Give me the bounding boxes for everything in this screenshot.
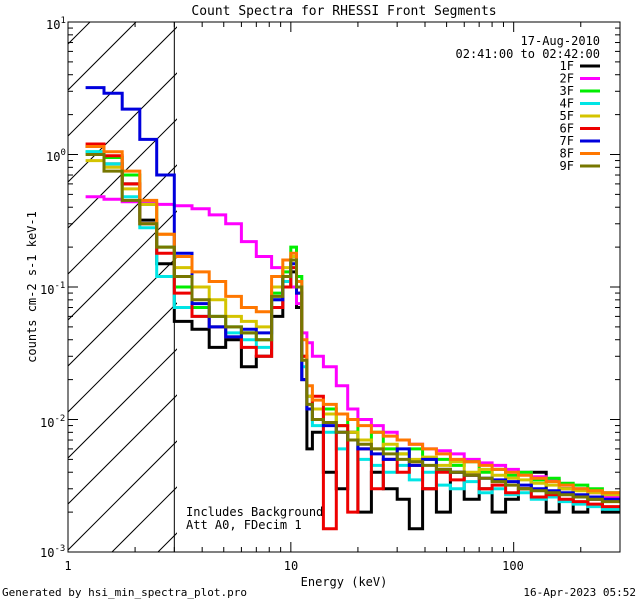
series-7F-line [85,86,620,501]
chart-title: Count Spectra for RHESSI Front Segments [191,4,496,19]
y-tick-exp-1e0: 0 [60,148,65,158]
generated-by-text: Generated by hsi_min_spectra_plot.pro [2,586,247,599]
hatch-line [68,72,177,183]
legend-label-3F: 3F [560,84,574,98]
y-tick-base-1e-3: 10 [40,546,54,560]
legend-label-4F: 4F [560,97,574,111]
y-tick-base-1e1: 10 [46,18,60,32]
legend-label-9F: 9F [560,159,574,173]
hatch-line [68,118,177,229]
hatch-line [68,22,91,45]
legend-label-2F: 2F [560,72,574,86]
legend-label-8F: 8F [560,147,574,161]
y-tick-label-10: 101 [46,16,66,32]
hatch-line [68,440,177,551]
x-tick-label-10: 10 [284,559,298,573]
date-label: 17-Aug-2010 [521,34,600,48]
hatched-region [0,0,177,552]
y-tick-label-0.1: 10-1 [40,281,65,297]
x-tick-label-100: 100 [502,559,524,573]
y-tick-label-0.01: 10-2 [40,414,65,430]
hatch-line [68,26,177,137]
hatch-line [68,256,177,367]
annotation-background: Includes Background [186,505,323,519]
x-axis-label: Energy (keV) [301,575,388,589]
hatch-line [68,164,177,275]
hatch-line [0,0,28,552]
series-5F-line [85,159,620,497]
y-tick-exp-1e1: 1 [60,16,65,26]
series-9F-line [85,153,620,504]
time-range-label: 02:41:00 to 02:42:00 [456,47,601,61]
legend-label-5F: 5F [560,109,574,123]
y-tick-exp-1e-3: -3 [54,544,65,554]
series-8F-line [85,145,620,495]
y-tick-exp-1e-2: -2 [54,414,65,424]
series-group [85,86,620,531]
legend-label-1F: 1F [560,59,574,73]
y-tick-label-0.001: 10-3 [40,544,65,560]
footer-timestamp: 16-Apr-2023 05:52 [523,586,636,599]
hatch-line [68,302,177,413]
axis-ticks [67,21,621,553]
y-tick-base-1e-1: 10 [40,283,54,297]
x-tick-label-1: 1 [64,559,71,573]
annotation-attenuator: Att A0, FDecim 1 [186,518,302,532]
y-tick-exp-1e-1: -1 [54,281,65,291]
y-tick-base-1e-2: 10 [40,416,54,430]
series-3F-line [85,150,620,495]
hatch-line [68,348,177,459]
hatch-line [68,210,177,321]
hatch-line [68,22,137,91]
legend-label-7F: 7F [560,134,574,148]
hatch-line [68,394,177,505]
legend-label-6F: 6F [560,122,574,136]
y-axis-label: counts cm-2 s-1 keV-1 [25,211,39,363]
y-tick-label-1: 100 [46,148,66,164]
y-tick-base-1e0: 10 [46,150,60,164]
